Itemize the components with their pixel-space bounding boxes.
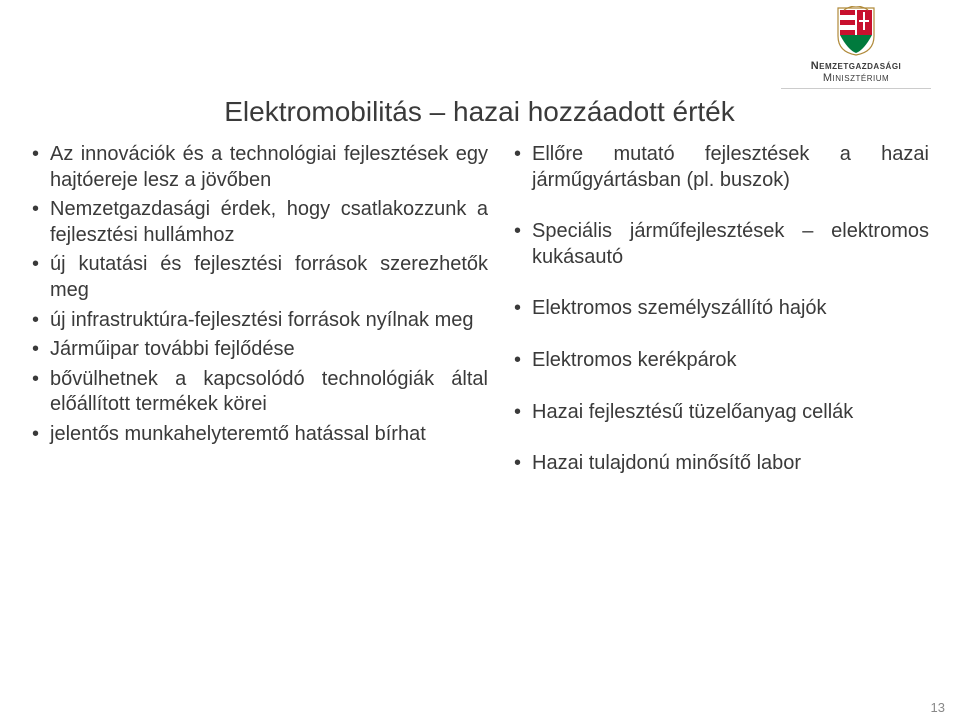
list-item: új infrastruktúra-fejlesztési források n…: [30, 308, 488, 334]
right-column: Ellőre mutató fejlesztések a hazai jármű…: [512, 142, 929, 503]
left-bullet-list: Az innovációk és a technológiai fejleszt…: [30, 142, 488, 448]
right-bullet-list: Ellőre mutató fejlesztések a hazai jármű…: [512, 142, 929, 477]
list-item: jelentős munkahelyteremtő hatással bírha…: [30, 422, 488, 448]
ministry-name-line1: Nemzetgazdasági: [781, 60, 931, 72]
list-item: Járműipar további fejlődése: [30, 337, 488, 363]
list-item: Elektromos kerékpárok: [512, 348, 929, 374]
list-item: Hazai fejlesztésű tüzelőanyag cellák: [512, 400, 929, 426]
list-item: Elektromos személyszállító hajók: [512, 296, 929, 322]
content-columns: Az innovációk és a technológiai fejleszt…: [28, 142, 931, 503]
list-item: Ellőre mutató fejlesztések a hazai jármű…: [512, 142, 929, 193]
left-column: Az innovációk és a technológiai fejleszt…: [30, 142, 488, 503]
list-item: Speciális járműfejlesztések – elektromos…: [512, 219, 929, 270]
slide-title: Elektromobilitás – hazai hozzáadott érté…: [28, 96, 931, 128]
list-item: Hazai tulajdonú minősítő labor: [512, 451, 929, 477]
ministry-name-line2: Minisztérium: [781, 72, 931, 84]
list-item: Az innovációk és a technológiai fejleszt…: [30, 142, 488, 193]
ministry-logo-block: Nemzetgazdasági Minisztérium: [781, 6, 931, 89]
crest-icon: [836, 6, 876, 56]
logo-divider: [781, 88, 931, 89]
list-item: Nemzetgazdasági érdek, hogy csatlakozzun…: [30, 197, 488, 248]
list-item: bővülhetnek a kapcsolódó technológiák ál…: [30, 367, 488, 418]
page-number: 13: [931, 700, 945, 715]
slide: Nemzetgazdasági Minisztérium Elektromobi…: [0, 0, 959, 723]
list-item: új kutatási és fejlesztési források szer…: [30, 252, 488, 303]
